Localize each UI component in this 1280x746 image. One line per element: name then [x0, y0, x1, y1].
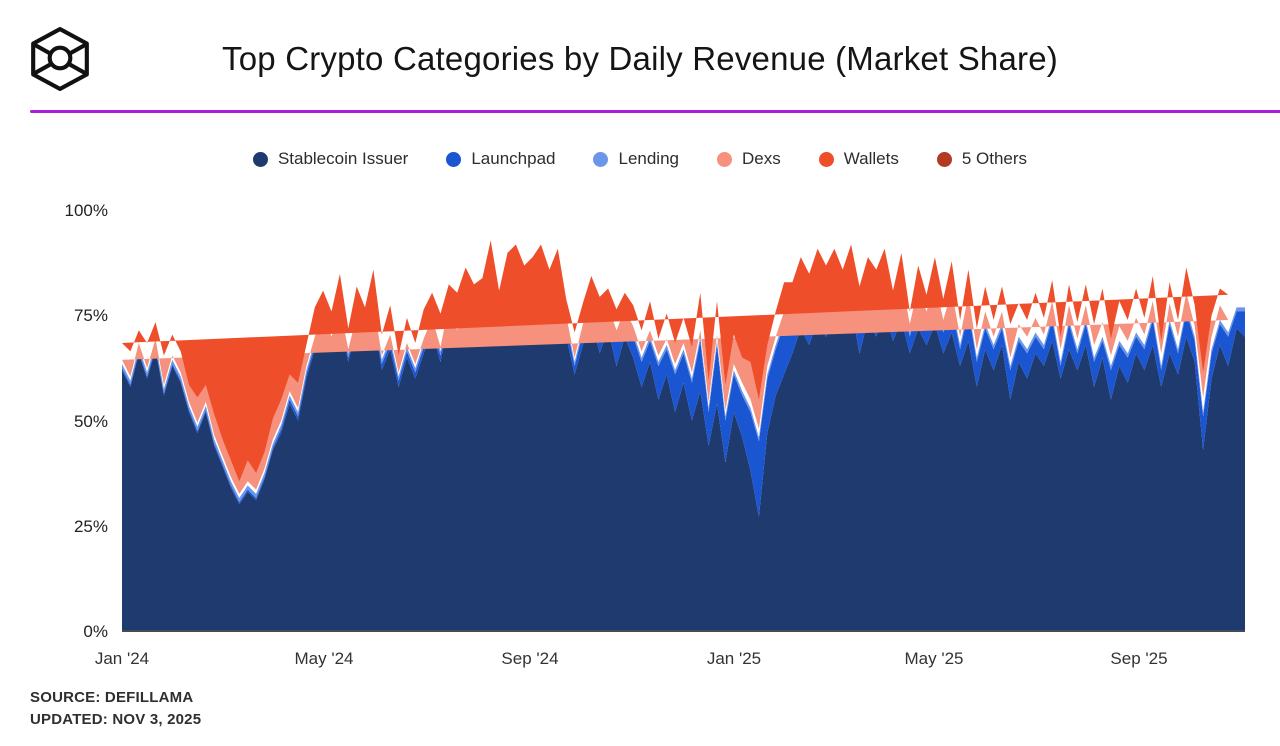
- legend-label: Dexs: [742, 149, 781, 168]
- legend-dot: [446, 151, 462, 167]
- x-tick-label: May '24: [294, 649, 354, 668]
- legend-label: Wallets: [843, 149, 899, 168]
- legend-label: Launchpad: [471, 149, 556, 168]
- plot-area: [122, 211, 1245, 632]
- x-tick-label: Jan '24: [94, 649, 150, 668]
- legend-item-lending: Lending: [593, 149, 679, 169]
- legend-dot: [936, 151, 952, 167]
- source-label: SOURCE: DEFILLAMA: [30, 689, 194, 706]
- legend-label: 5 Others: [961, 149, 1028, 168]
- cube-logo-icon: [31, 27, 89, 91]
- x-tick-label: May '25: [904, 649, 964, 668]
- chart-legend: Stablecoin Issuer Launchpad Lending Dexs Wal…: [0, 149, 1280, 169]
- legend-item-dexs: Dexs: [717, 149, 781, 169]
- page-title: Top Crypto Categories by Daily Revenue (…: [222, 40, 1058, 77]
- legend-item-5-others: 5 Others: [936, 149, 1028, 169]
- legend-label: Stablecoin Issuer: [277, 149, 409, 168]
- x-tick-label: Sep '25: [1110, 649, 1168, 668]
- legend-dot: [818, 151, 834, 167]
- y-tick-label: 100%: [64, 201, 108, 220]
- source-block: SOURCE: DEFILLAMA UPDATED: NOV 3, 2025: [30, 687, 201, 731]
- updated-label: UPDATED: NOV 3, 2025: [30, 711, 202, 728]
- area-stablecoin-issuer: [122, 273, 1245, 630]
- legend-item-wallets: Wallets: [818, 149, 899, 169]
- y-tick-label: 50%: [73, 411, 108, 431]
- legend-dot: [717, 151, 732, 167]
- area-dexs: [122, 257, 1229, 494]
- x-tick-label: Jan '25: [706, 649, 762, 668]
- y-tick-label: 75%: [73, 306, 108, 326]
- x-axis: Jan '24 May '24 Sep '24 Jan '25 May '25 Sep '…: [95, 648, 1245, 672]
- legend-item-stablecoin-issuer: Stablecoin Issuer: [252, 149, 409, 169]
- y-tick-label: 25%: [73, 516, 108, 536]
- y-tick-label: 0%: [83, 622, 108, 641]
- x-tick-label: Sep '24: [501, 649, 559, 668]
- stacked-area-chart: [122, 240, 1245, 630]
- legend-label: Lending: [618, 149, 679, 168]
- legend-dot: [252, 151, 268, 167]
- y-axis: 0% 25% 50% 75% 100%: [0, 201, 108, 641]
- legend-dot: [593, 151, 609, 167]
- header-divider: [30, 110, 1280, 113]
- legend-item-launchpad: Launchpad: [446, 149, 555, 169]
- area-wallets: [122, 240, 1229, 482]
